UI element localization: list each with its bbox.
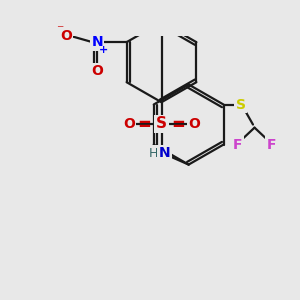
Text: =: = <box>137 116 152 134</box>
Text: F: F <box>267 138 276 152</box>
Text: =: = <box>172 116 185 134</box>
Text: O: O <box>60 29 72 43</box>
Text: S: S <box>236 98 246 112</box>
Text: H: H <box>149 146 158 160</box>
Text: O: O <box>123 117 135 131</box>
Text: S: S <box>156 116 167 131</box>
Text: F: F <box>233 138 242 152</box>
Text: +: + <box>99 45 108 55</box>
Text: O: O <box>91 64 103 78</box>
Text: N: N <box>159 146 170 160</box>
Text: ⁻: ⁻ <box>56 23 64 37</box>
Text: N: N <box>91 35 103 49</box>
Text: O: O <box>188 117 200 131</box>
